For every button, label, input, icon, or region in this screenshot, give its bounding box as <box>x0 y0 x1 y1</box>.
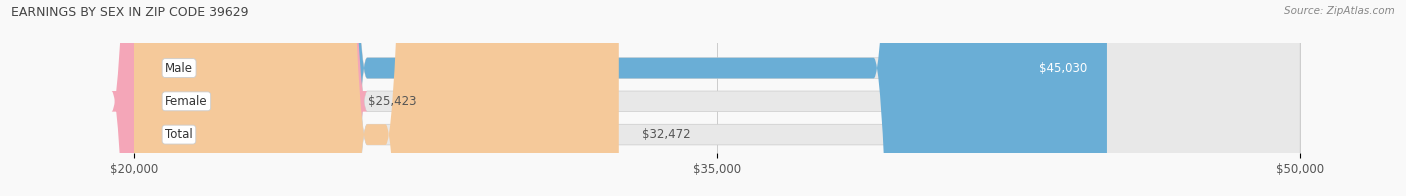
Text: $32,472: $32,472 <box>643 128 690 141</box>
Text: $45,030: $45,030 <box>1039 62 1087 74</box>
Text: Source: ZipAtlas.com: Source: ZipAtlas.com <box>1284 6 1395 16</box>
Text: $25,423: $25,423 <box>368 95 416 108</box>
FancyBboxPatch shape <box>134 0 1301 196</box>
Text: Total: Total <box>165 128 193 141</box>
FancyBboxPatch shape <box>134 0 1301 196</box>
FancyBboxPatch shape <box>134 0 619 196</box>
Text: EARNINGS BY SEX IN ZIP CODE 39629: EARNINGS BY SEX IN ZIP CODE 39629 <box>11 6 249 19</box>
FancyBboxPatch shape <box>111 0 367 196</box>
Text: Female: Female <box>165 95 208 108</box>
FancyBboxPatch shape <box>134 0 1301 196</box>
Text: Male: Male <box>165 62 193 74</box>
FancyBboxPatch shape <box>134 0 1107 196</box>
